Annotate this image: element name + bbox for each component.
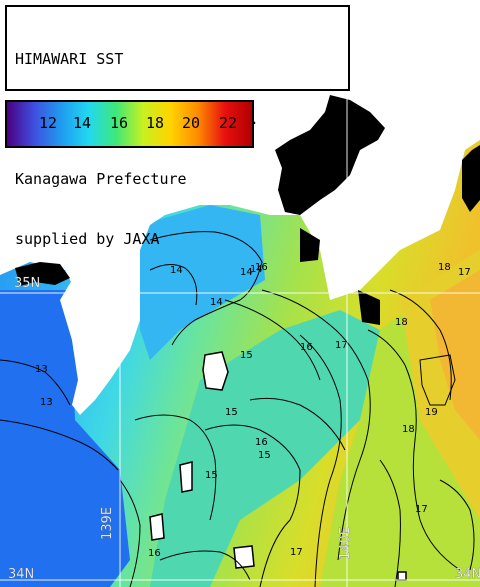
contour-label: 19 — [425, 407, 438, 418]
sea-cold-bay — [140, 205, 265, 360]
lat-label-34n-east: 34N — [455, 567, 480, 582]
nodata-west-coast — [15, 262, 70, 286]
legend-label: 20 — [181, 114, 201, 132]
title-line-source: supplied by JAXA — [15, 230, 160, 248]
sst-contours — [0, 231, 475, 587]
contour-label: 14 — [170, 265, 183, 276]
lat-label-34n: 34N — [8, 567, 35, 582]
legend-labels: 12 14 16 18 20 22 — [7, 114, 252, 134]
contour-label: 15 — [258, 450, 271, 461]
island-kozu — [233, 545, 255, 569]
sst-color-legend: 12 14 16 18 20 22 — [5, 100, 254, 148]
contour-label: 16 — [300, 342, 313, 353]
contour-label: 15 — [205, 470, 218, 481]
contour-label: 18 — [438, 262, 451, 273]
island-north-east — [397, 571, 407, 581]
nodata-tokyo-bay — [275, 95, 385, 215]
legend-label: 16 — [109, 114, 129, 132]
nodata-boso-tip — [358, 290, 380, 325]
title-box: HIMAWARI SST 2026/01/17 00(UTC) 3H Comp.… — [5, 5, 350, 248]
contour-label: 17 — [290, 547, 303, 558]
island-toshima — [179, 461, 193, 493]
lon-label-139e: 139E — [100, 506, 115, 540]
island-oshima — [202, 351, 229, 391]
lat-label-35n: 35N — [14, 276, 41, 291]
title-line-product: HIMAWARI SST — [15, 50, 124, 68]
contour-label: 18 — [402, 424, 415, 435]
contour-label: 14 — [210, 297, 223, 308]
legend-label: 12 — [38, 114, 58, 132]
legend-label: 18 — [145, 114, 165, 132]
contour-label: 16 — [255, 262, 268, 273]
contour-label: 15 — [225, 407, 238, 418]
contour-label: 16 — [148, 548, 161, 559]
contour-label: 16 — [255, 437, 268, 448]
contour-label: 14 — [240, 267, 253, 278]
contour-labels: 14 14 14 13 13 14 15 15 15 16 16 16 17 1… — [35, 262, 471, 559]
title-line-region: Kanagawa Prefecture — [15, 170, 187, 188]
nodata-east-coast — [462, 145, 480, 212]
contour-label: 14 — [250, 264, 263, 275]
land-izu — [0, 290, 78, 420]
lon-label-140e: 140E — [338, 526, 353, 560]
contour-label: 18 — [395, 317, 408, 328]
island-niijima — [149, 513, 165, 541]
sea-warmest — [430, 270, 480, 440]
contour-label: 17 — [458, 267, 471, 278]
contour-label: 13 — [35, 364, 48, 375]
contour-label: 17 — [415, 504, 428, 515]
legend-color-bar — [7, 102, 252, 146]
contour-label: 17 — [335, 340, 348, 351]
legend-label: 22 — [218, 114, 238, 132]
nodata-misaki — [300, 228, 320, 262]
legend-label: 14 — [72, 114, 92, 132]
contour-label: 13 — [40, 397, 53, 408]
contour-label: 15 — [240, 350, 253, 361]
